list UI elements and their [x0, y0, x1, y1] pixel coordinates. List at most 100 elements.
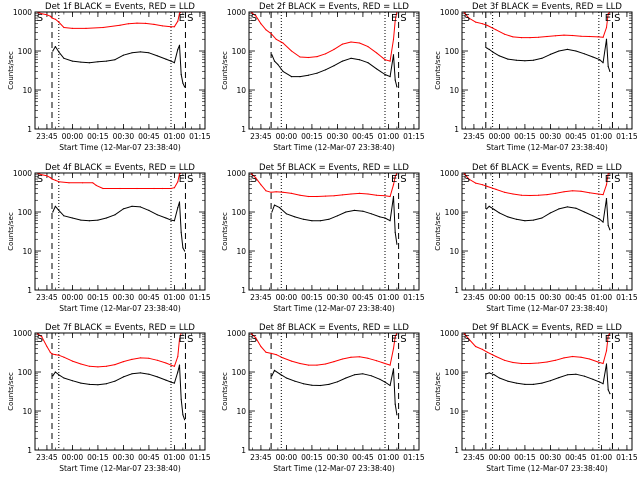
data-point-lld [367, 357, 369, 359]
data-point-events [88, 383, 90, 385]
data-point-events [396, 86, 398, 88]
data-point-events [52, 211, 54, 213]
y-tick-label: 10 [449, 247, 459, 256]
x-tick-label: 01:00 [378, 293, 400, 302]
data-point-lld [554, 359, 557, 361]
y-axis-label: Counts/sec [7, 372, 15, 411]
data-point-lld [68, 182, 70, 184]
x-tick-label: 00:30 [540, 132, 562, 141]
data-point-events [139, 372, 141, 374]
x-tick-label: 00:30 [327, 453, 349, 462]
plot-frame [248, 172, 420, 291]
data-point-events [324, 69, 327, 71]
data-point-lld [503, 191, 506, 193]
data-point-lld [173, 365, 175, 367]
data-point-lld [375, 194, 378, 196]
x-tick-label: 01:15 [403, 293, 425, 302]
data-point-lld [468, 17, 470, 19]
data-point-lld [375, 360, 378, 362]
panel-title: Det 9f BLACK = Events, RED = LLD [472, 323, 622, 333]
data-point-lld [54, 18, 57, 20]
data-point-lld [307, 364, 310, 366]
data-point-events [575, 50, 577, 52]
data-point-lld [605, 350, 608, 352]
data-point-events [173, 220, 175, 222]
event-marker-label: E [179, 334, 185, 345]
y-tick-label: 10 [449, 407, 459, 416]
data-point-lld [119, 187, 121, 190]
data-point-lld [177, 355, 179, 358]
data-point-lld [468, 338, 470, 340]
chart-panel-4: Det 4f BLACK = Events, RED = LLD Counts/s… [7, 163, 211, 313]
data-point-events [58, 209, 60, 211]
data-point-events [285, 213, 287, 215]
data-point-events [486, 208, 488, 210]
x-tick-label: 01:15 [189, 293, 211, 302]
chart-panel-7: Det 7f BLACK = Events, RED = LLD Counts/s… [7, 323, 211, 473]
data-point-events [71, 60, 73, 62]
x-tick-label: 00:45 [352, 453, 374, 462]
data-point-events [178, 364, 181, 366]
data-point-lld [588, 35, 591, 38]
data-point-lld [503, 359, 506, 361]
chart-panel-8: Det 8f BLACK = Events, RED = LLD Counts/s… [221, 323, 425, 473]
y-tick-label: 100 [18, 368, 33, 377]
x-tick-label: 23:45 [36, 132, 58, 141]
data-point-lld [384, 195, 386, 197]
data-point-events [345, 211, 347, 213]
data-point-events [307, 74, 310, 76]
chart-panel-9: Det 9f BLACK = Events, RED = LLD Counts/s… [434, 323, 638, 473]
data-point-lld [173, 187, 175, 189]
y-tick-label: 100 [445, 208, 460, 217]
data-point-events [515, 218, 518, 220]
y-axis-label: Counts/sec [221, 212, 229, 251]
data-point-events [507, 216, 509, 218]
data-point-events [336, 381, 338, 383]
x-tick-label: 01:15 [616, 132, 638, 141]
data-point-lld [148, 357, 150, 359]
data-point-lld [358, 192, 361, 194]
data-point-lld [580, 35, 582, 37]
data-point-lld [481, 184, 483, 186]
y-tick-label: 1 [454, 286, 459, 295]
data-point-lld [170, 364, 172, 366]
data-point-lld [546, 194, 548, 196]
y-tick-label: 1 [27, 446, 32, 455]
data-point-events [71, 380, 73, 382]
data-point-lld [131, 358, 133, 360]
x-tick-label: 01:00 [164, 453, 186, 462]
data-point-events [358, 59, 361, 61]
data-point-events [532, 383, 535, 385]
data-point-events [392, 195, 395, 198]
data-point-events [180, 398, 182, 400]
data-point-events [566, 374, 569, 376]
data-point-lld [520, 194, 523, 196]
x-tick-label: 00:15 [301, 453, 323, 462]
x-tick-label: 01:00 [591, 293, 613, 302]
data-point-lld [178, 173, 181, 175]
panel-title: Det 8f BLACK = Events, RED = LLD [259, 323, 409, 333]
data-point-events [367, 62, 369, 64]
y-axis-label: Counts/sec [7, 212, 15, 251]
data-point-lld [529, 362, 531, 365]
data-point-events [362, 210, 364, 212]
x-tick-label: 00:00 [276, 132, 298, 141]
data-point-lld [97, 366, 99, 368]
data-point-lld [495, 188, 497, 190]
data-point-lld [324, 363, 327, 365]
y-tick-label: 100 [445, 47, 460, 56]
data-point-lld [290, 360, 293, 362]
data-point-events [139, 206, 141, 208]
data-point-lld [105, 365, 107, 367]
data-point-lld [537, 36, 540, 38]
y-tick-label: 10 [449, 86, 459, 95]
plot-frame [248, 11, 420, 130]
data-point-events [63, 57, 65, 59]
data-point-events [605, 198, 608, 200]
data-point-events [311, 384, 313, 386]
event-marker-label: E [391, 13, 397, 24]
data-point-events [290, 76, 293, 78]
data-point-events [609, 229, 611, 231]
data-point-events [279, 207, 281, 209]
data-point-lld [580, 190, 582, 192]
